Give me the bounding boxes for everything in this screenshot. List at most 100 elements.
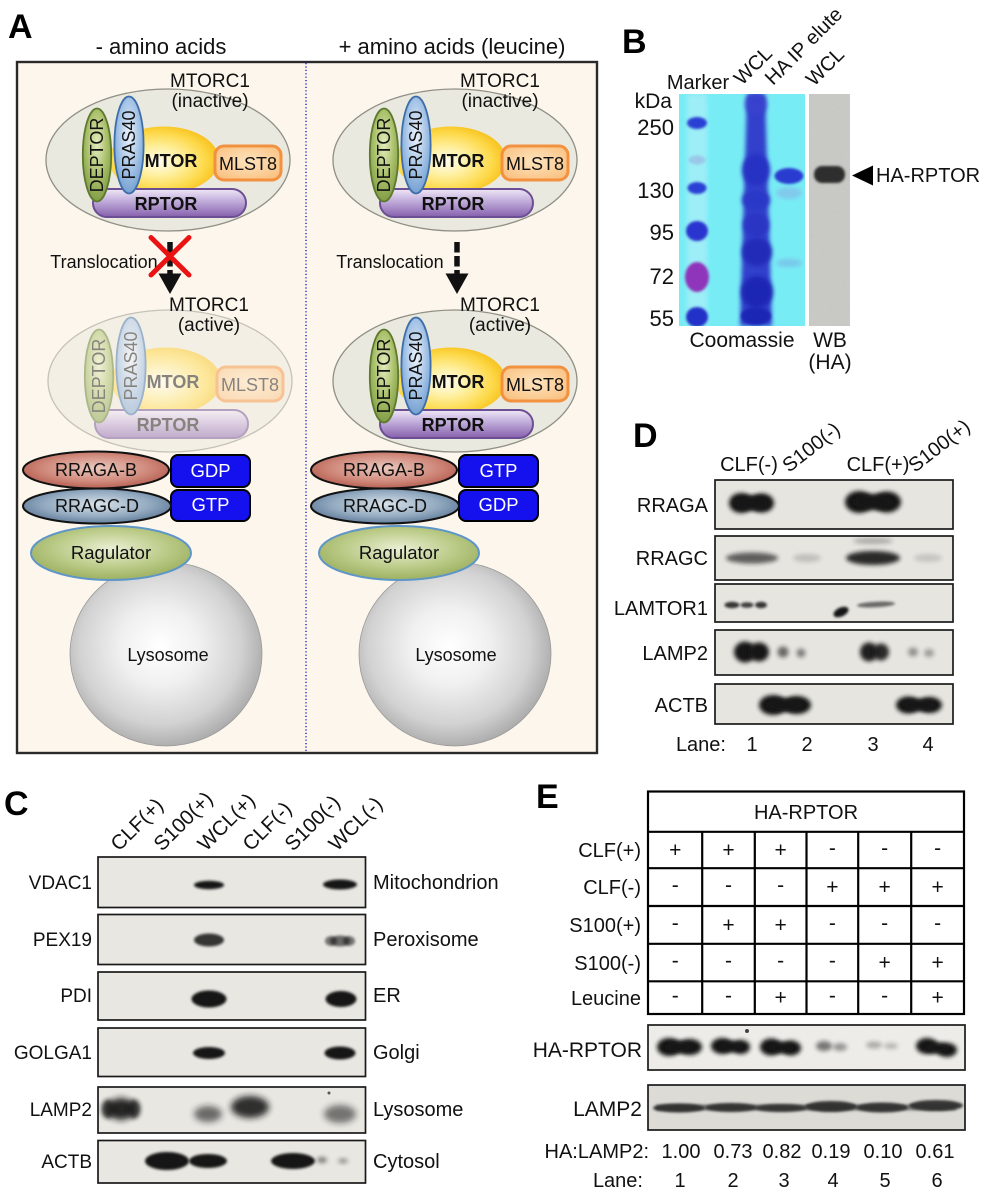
svg-text:Coomassie: Coomassie: [689, 329, 794, 352]
svg-text:GTP: GTP: [479, 460, 517, 481]
svg-text:CLF(-): CLF(-): [583, 877, 641, 899]
svg-text:4: 4: [922, 734, 933, 756]
svg-text:130: 130: [637, 178, 674, 203]
svg-text:Mitochondrion: Mitochondrion: [373, 872, 499, 894]
svg-text:A: A: [8, 8, 33, 46]
svg-text:-: -: [672, 950, 679, 973]
svg-text:0.73: 0.73: [714, 1141, 753, 1163]
svg-text:Peroxisome: Peroxisome: [373, 929, 479, 951]
svg-text:3: 3: [867, 734, 878, 756]
svg-text:0.61: 0.61: [916, 1141, 955, 1163]
svg-text:kDa: kDa: [635, 90, 673, 113]
svg-text:Cytosol: Cytosol: [373, 1151, 440, 1173]
svg-text:S100(+): S100(+): [569, 915, 641, 937]
svg-text:-: -: [881, 985, 888, 1008]
svg-text:D: D: [633, 417, 658, 455]
svg-text:ER: ER: [373, 985, 401, 1007]
svg-text:4: 4: [827, 1170, 838, 1192]
svg-text:55: 55: [650, 306, 674, 331]
svg-text:ACTB: ACTB: [655, 695, 708, 717]
svg-text:Translocation: Translocation: [336, 252, 443, 272]
svg-text:-: -: [829, 912, 836, 935]
svg-text:GOLGA1: GOLGA1: [14, 1043, 92, 1064]
svg-text:Lysosome: Lysosome: [373, 1099, 463, 1121]
svg-text:-: -: [934, 912, 941, 935]
svg-text:CLF(+): CLF(+): [847, 454, 910, 476]
svg-text:1.00: 1.00: [662, 1141, 701, 1163]
svg-text:-: -: [725, 874, 732, 897]
svg-text:2: 2: [727, 1170, 738, 1192]
svg-text:+: +: [722, 839, 734, 862]
svg-text:72: 72: [650, 264, 674, 289]
svg-text:+: +: [826, 876, 838, 899]
svg-text:-: -: [829, 950, 836, 973]
svg-text:ACTB: ACTB: [41, 1152, 92, 1173]
svg-text:250: 250: [637, 115, 674, 140]
svg-text:+: +: [878, 876, 890, 899]
svg-text:+: +: [931, 987, 943, 1010]
svg-text:-: -: [777, 874, 784, 897]
svg-text:WB: WB: [813, 329, 847, 352]
svg-text:MTORC1: MTORC1: [460, 295, 540, 316]
svg-text:VDAC1: VDAC1: [29, 873, 92, 894]
svg-text:-: -: [725, 950, 732, 973]
svg-text:-: -: [934, 837, 941, 860]
svg-text:+: +: [774, 987, 786, 1010]
svg-text:PEX19: PEX19: [33, 930, 92, 951]
svg-text:0.82: 0.82: [763, 1141, 802, 1163]
svg-text:GDP: GDP: [190, 460, 230, 481]
svg-text:E: E: [536, 778, 559, 816]
svg-text:(inactive): (inactive): [461, 91, 538, 112]
svg-text:Lysosome: Lysosome: [415, 645, 496, 665]
svg-text:3: 3: [778, 1170, 789, 1192]
svg-text:+: +: [722, 914, 734, 937]
svg-text:+: +: [931, 952, 943, 975]
svg-text:Golgi: Golgi: [373, 1042, 420, 1064]
svg-text:RRAGC: RRAGC: [636, 548, 708, 570]
svg-text:CLF(-): CLF(-): [720, 454, 778, 476]
svg-text:5: 5: [879, 1170, 890, 1192]
svg-text:-: -: [672, 985, 679, 1008]
svg-text:(active): (active): [178, 315, 240, 336]
svg-text:HA-RPTOR: HA-RPTOR: [876, 165, 980, 187]
svg-text:MTORC1: MTORC1: [460, 71, 540, 92]
svg-text:Translocation: Translocation: [50, 252, 157, 272]
svg-text:RRAGA: RRAGA: [637, 495, 709, 517]
svg-text:- amino acids: - amino acids: [96, 34, 227, 59]
svg-text:GTP: GTP: [191, 494, 229, 515]
svg-text:MTORC1: MTORC1: [169, 295, 249, 316]
svg-text:Lysosome: Lysosome: [127, 645, 208, 665]
svg-text:LAMP2: LAMP2: [642, 643, 708, 665]
svg-text:+: +: [774, 914, 786, 937]
svg-text:1: 1: [746, 734, 757, 756]
svg-text:PDI: PDI: [60, 986, 92, 1007]
svg-text:-: -: [725, 985, 732, 1008]
svg-text:LAMP2: LAMP2: [573, 1098, 642, 1121]
svg-text:-: -: [777, 950, 784, 973]
svg-text:-: -: [829, 837, 836, 860]
svg-text:+: +: [774, 839, 786, 862]
svg-text:MTORC1: MTORC1: [170, 71, 250, 92]
svg-text:-: -: [881, 837, 888, 860]
svg-text:+: +: [669, 839, 681, 862]
svg-text:S100(-): S100(-): [574, 953, 641, 975]
svg-text:2: 2: [801, 734, 812, 756]
svg-text:S100(+): S100(+): [905, 415, 975, 476]
svg-text:GDP: GDP: [478, 494, 518, 515]
svg-text:HA-RPTOR: HA-RPTOR: [754, 802, 858, 824]
svg-text:Leucine: Leucine: [571, 988, 641, 1010]
svg-text:+: +: [931, 876, 943, 899]
svg-text:(HA): (HA): [808, 351, 851, 374]
svg-text:Lane:: Lane:: [676, 734, 726, 756]
svg-text:+: +: [878, 952, 890, 975]
svg-text:6: 6: [931, 1170, 942, 1192]
svg-text:Marker: Marker: [667, 72, 730, 94]
svg-text:1: 1: [674, 1170, 685, 1192]
svg-text:+ amino acids (leucine): + amino acids (leucine): [339, 34, 566, 59]
svg-text:HA:LAMP2:: HA:LAMP2:: [545, 1141, 649, 1163]
svg-text:B: B: [622, 23, 647, 61]
svg-text:-: -: [672, 874, 679, 897]
svg-text:HA-RPTOR: HA-RPTOR: [533, 1039, 642, 1062]
svg-text:-: -: [672, 912, 679, 935]
svg-text:0.10: 0.10: [864, 1141, 903, 1163]
